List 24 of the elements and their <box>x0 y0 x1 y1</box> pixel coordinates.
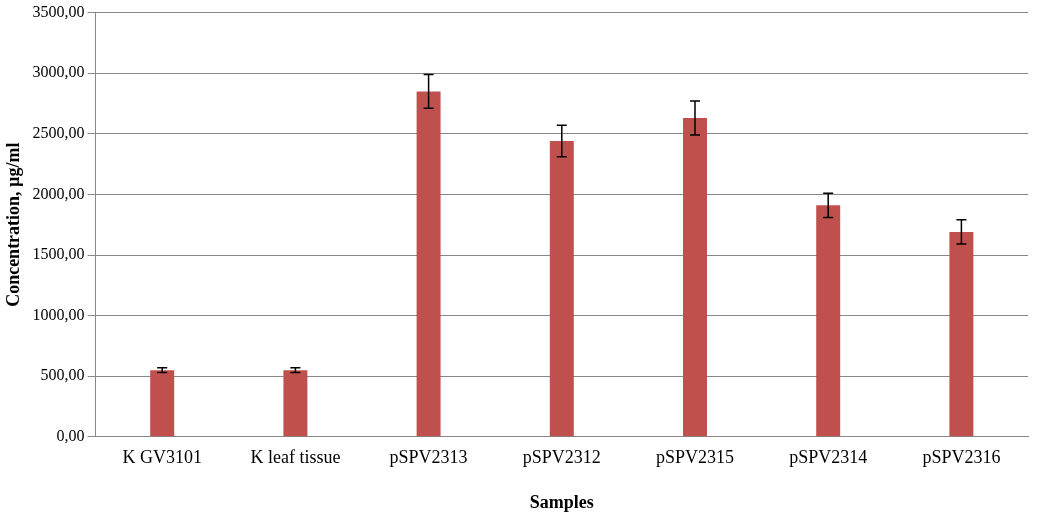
y-tick-label: 2000,00 <box>32 184 85 202</box>
bar <box>150 370 175 437</box>
y-tick-label: 1500,00 <box>32 245 85 263</box>
y-tick-label: 1000,00 <box>32 305 85 323</box>
x-tick-label: pSPV2314 <box>789 447 868 468</box>
y-tick-label: 0,00 <box>56 427 85 444</box>
y-tick-label: 3500,00 <box>32 2 85 20</box>
x-tick-label: K GV3101 <box>122 447 202 468</box>
y-tick-label: 2500,00 <box>32 124 85 141</box>
bar <box>416 91 441 437</box>
x-tick-label: pSPV2312 <box>522 447 601 468</box>
bar <box>683 118 707 437</box>
bar <box>949 231 974 437</box>
x-tick-label: pSPV2315 <box>655 447 735 468</box>
x-tick-label: K leaf tissue <box>250 447 341 468</box>
x-axis-title: Samples <box>529 491 594 512</box>
bar <box>283 370 308 437</box>
bar <box>549 141 574 437</box>
y-tick-label: 500,00 <box>40 366 85 384</box>
bar <box>816 205 841 437</box>
y-axis-title: Concentration, µg/ml <box>3 142 24 307</box>
x-tick-label: pSPV2313 <box>389 447 468 468</box>
y-tick-label: 3000,00 <box>32 63 85 81</box>
x-tick-label: pSPV2316 <box>922 447 1001 468</box>
